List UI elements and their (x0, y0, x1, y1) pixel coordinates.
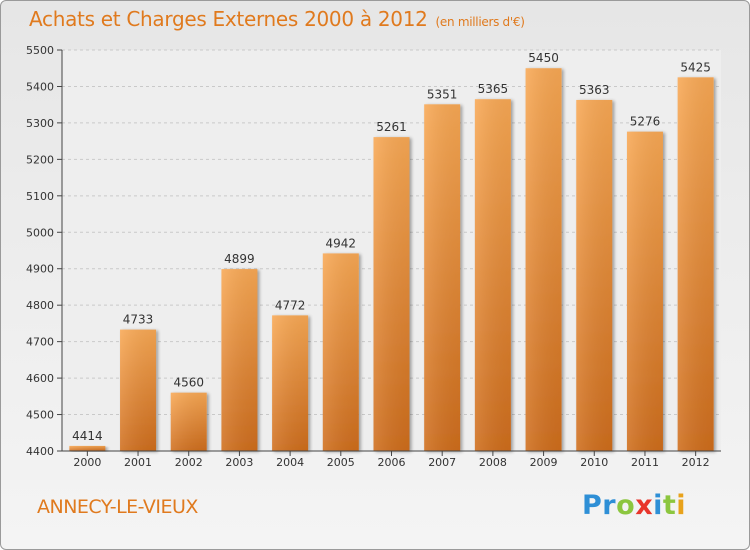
chart-title: Achats et Charges Externes 2000 à 2012 (e… (29, 7, 525, 31)
logo-letter: x (635, 490, 654, 521)
bar-highlight (322, 253, 359, 451)
data-label-2010: 5363 (579, 83, 610, 97)
data-label-2008: 5365 (478, 82, 509, 96)
y-tick-label: 5000 (26, 226, 54, 239)
x-tick-label: 2004 (276, 456, 304, 469)
bar-highlight (474, 99, 511, 452)
bars (69, 68, 714, 452)
chart-title-text: Achats et Charges Externes 2000 à 2012 (29, 7, 428, 31)
data-label-2012: 5425 (680, 60, 711, 74)
y-tick-label: 4500 (26, 409, 54, 422)
logo-letter: r (602, 490, 617, 521)
data-label-2003: 4899 (224, 252, 255, 266)
data-label-2004: 4772 (275, 298, 306, 312)
bar-highlight (272, 315, 309, 451)
bar-highlight (525, 68, 562, 452)
x-tick-label: 2008 (479, 456, 507, 469)
x-tick-label: 2009 (530, 456, 558, 469)
data-label-2005: 4942 (326, 236, 357, 250)
y-tick-label: 4600 (26, 372, 54, 385)
bar-highlight (120, 329, 157, 451)
x-tick-label: 2005 (327, 456, 355, 469)
x-tick-label: 2010 (580, 456, 608, 469)
data-label-2007: 5351 (427, 87, 458, 101)
x-axis: 2000 2001 2002 2003 2004 2005 2006 2007 2008 2009… (62, 450, 721, 469)
proxiti-logo: Proxiti (582, 490, 686, 521)
data-label-2001: 4733 (123, 313, 154, 327)
data-label-2006: 5261 (376, 120, 407, 134)
logo-letter: i (676, 490, 687, 521)
x-tick-label: 2007 (428, 456, 456, 469)
bar-highlight (373, 137, 410, 452)
chart-subtitle: (en milliers d'€) (435, 15, 525, 29)
data-label-2002: 4560 (173, 376, 204, 390)
y-tick-label: 4700 (26, 336, 54, 349)
logo-letter: i (653, 490, 663, 521)
y-tick-label: 4400 (26, 445, 54, 458)
y-tick-label: 4900 (26, 263, 54, 276)
bar-highlight (677, 77, 714, 451)
y-tick-label: 5400 (26, 80, 54, 93)
x-tick-label: 2011 (631, 456, 659, 469)
logo-letter: o (616, 490, 636, 521)
bar-highlight (576, 99, 613, 452)
data-label-2009: 5450 (528, 51, 559, 65)
y-tick-label: 5500 (26, 44, 54, 57)
y-tick-label: 4800 (26, 299, 54, 312)
x-tick-label: 2012 (682, 456, 710, 469)
logo-letter: P (582, 490, 603, 521)
data-label-2000: 4414 (72, 429, 103, 443)
y-tick-label: 5100 (26, 190, 54, 203)
data-labels: 4414 4733 4560 4899 4772 4942 5261 5351 5365 5450… (72, 51, 711, 443)
bar-highlight (424, 104, 461, 452)
logo-letter: t (662, 490, 677, 521)
bar-highlight (69, 445, 106, 451)
data-label-2011: 5276 (630, 115, 661, 129)
bar-highlight (170, 392, 207, 451)
x-tick-label: 2001 (124, 456, 152, 469)
y-axis: 4400 4500 4600 4700 4800 4900 5000 5100 5200 5300… (26, 44, 63, 458)
bar-highlight (221, 269, 258, 451)
city-name: ANNECY-LE-VIEUX (37, 496, 198, 518)
x-tick-label: 2002 (175, 456, 203, 469)
x-tick-label: 2000 (73, 456, 101, 469)
bar-highlight (626, 131, 663, 451)
x-tick-label: 2003 (225, 456, 253, 469)
y-tick-label: 5200 (26, 153, 54, 166)
x-tick-label: 2006 (378, 456, 406, 469)
y-tick-label: 5300 (26, 117, 54, 130)
